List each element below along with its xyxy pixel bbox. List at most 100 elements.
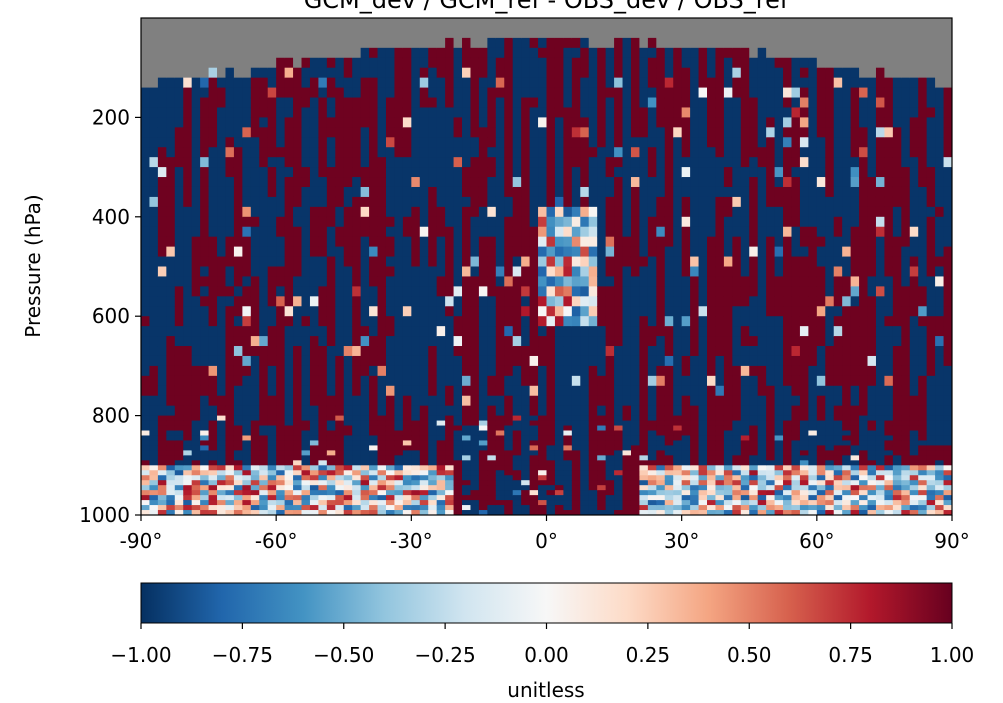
heatmap-cell (369, 485, 379, 491)
heatmap-cell (233, 495, 243, 501)
heatmap-cell (563, 266, 573, 278)
heatmap-cell (402, 246, 412, 258)
heatmap-cell (428, 77, 438, 89)
heatmap-cell (799, 365, 809, 377)
heatmap-cell (808, 455, 818, 461)
heatmap-cell (504, 57, 514, 69)
heatmap-cell (588, 375, 598, 387)
heatmap-cell (141, 256, 151, 268)
heatmap-cell (419, 485, 429, 491)
heatmap-cell (309, 490, 320, 496)
heatmap-cell (614, 435, 624, 442)
heatmap-cell (360, 365, 370, 377)
heatmap-cell (647, 455, 657, 461)
heatmap-cell (723, 355, 733, 367)
heatmap-cell (149, 435, 159, 442)
heatmap-cell (141, 186, 151, 198)
heatmap-cell (732, 117, 742, 128)
heatmap-cell (715, 306, 725, 317)
heatmap-cell (369, 177, 379, 188)
heatmap-cell (141, 276, 151, 287)
heatmap-cell (749, 316, 759, 327)
heatmap-cell (360, 276, 370, 287)
heatmap-cell (369, 246, 379, 258)
heatmap-cell (732, 107, 742, 118)
heatmap-cell (157, 137, 167, 148)
heatmap-cell (647, 306, 657, 317)
heatmap-cell (309, 445, 320, 451)
heatmap-cell (791, 177, 801, 188)
heatmap-cell (512, 107, 522, 118)
heatmap-cell (293, 37, 303, 49)
heatmap-cell (149, 256, 159, 268)
heatmap-cell (766, 465, 776, 471)
heatmap-cell (529, 206, 539, 218)
heatmap-cell (749, 395, 759, 407)
heatmap-cell (301, 276, 311, 287)
heatmap-cell (157, 157, 167, 168)
heatmap-cell (690, 186, 700, 198)
heatmap-cell (276, 57, 286, 69)
heatmap-cell (546, 117, 556, 128)
heatmap-cell (225, 296, 235, 307)
heatmap-cell (478, 336, 488, 347)
heatmap-cell (428, 306, 438, 317)
heatmap-cell (352, 246, 362, 258)
heatmap-cell (259, 440, 269, 447)
heatmap-cell (690, 256, 700, 268)
heatmap-cell (478, 375, 488, 387)
heatmap-cell (487, 127, 497, 138)
heatmap-cell (360, 216, 370, 228)
heatmap-cell (588, 107, 598, 118)
heatmap-cell (284, 420, 294, 427)
heatmap-cell (453, 445, 463, 451)
heatmap-cell (749, 450, 759, 456)
heatmap-cell (487, 216, 497, 228)
heatmap-cell (225, 465, 235, 471)
heatmap-cell (309, 107, 320, 118)
heatmap-cell (360, 455, 370, 461)
heatmap-cell (352, 440, 362, 447)
heatmap-cell (808, 435, 818, 442)
heatmap-cell (664, 236, 674, 248)
heatmap-cell (664, 256, 674, 268)
heatmap-cell (554, 420, 564, 427)
heatmap-cell (478, 196, 488, 208)
heatmap-cell (833, 18, 843, 29)
heatmap-cell (614, 470, 624, 476)
heatmap-cell (732, 276, 742, 287)
heatmap-cell (833, 425, 843, 432)
heatmap-cell (563, 216, 573, 228)
heatmap-cell (208, 57, 218, 69)
heatmap-cell (335, 27, 345, 39)
heatmap-cell (707, 470, 717, 476)
heatmap-cell (183, 286, 193, 297)
heatmap-cell (808, 495, 818, 501)
heatmap-cell (309, 27, 320, 39)
heatmap-cell (419, 236, 429, 248)
heatmap-cell (453, 226, 463, 238)
heatmap-cell (174, 246, 184, 258)
heatmap-cell (284, 465, 294, 471)
heatmap-cell (766, 500, 776, 506)
heatmap-cell (622, 117, 632, 128)
heatmap-cell (318, 246, 328, 258)
heatmap-cell (749, 246, 759, 258)
heatmap-cell (293, 355, 303, 367)
heatmap-cell (639, 475, 649, 481)
heatmap-cell (411, 435, 421, 442)
heatmap-cell (343, 326, 353, 337)
heatmap-cell (394, 365, 404, 377)
heatmap-cell (149, 47, 159, 59)
heatmap-cell (470, 117, 480, 128)
heatmap-cell (225, 127, 235, 138)
heatmap-cell (723, 435, 733, 442)
heatmap-cell (470, 500, 480, 506)
heatmap-cell (538, 18, 548, 29)
heatmap-cell (622, 465, 632, 471)
heatmap-cell (673, 465, 683, 471)
heatmap-cell (462, 226, 472, 238)
heatmap-cell (470, 405, 480, 417)
heatmap-cell (462, 107, 472, 118)
heatmap-cell (284, 405, 294, 417)
